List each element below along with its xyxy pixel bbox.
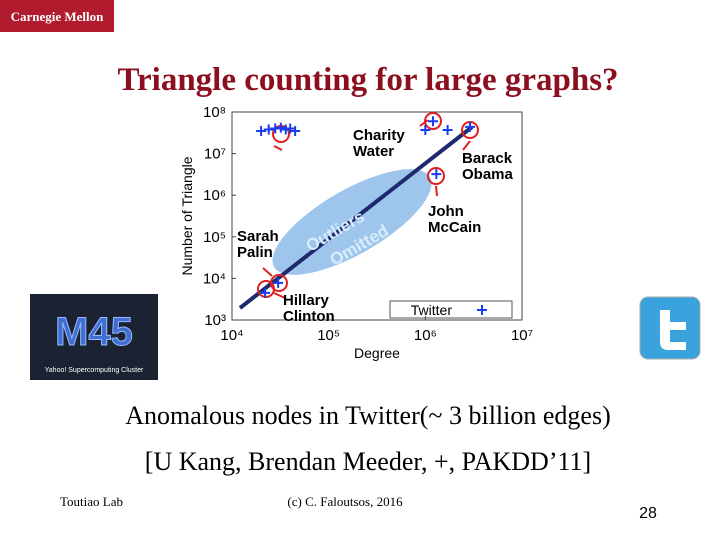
point <box>256 125 267 136</box>
point <box>260 287 271 298</box>
annotation: Hillary <box>283 292 330 309</box>
x-tick-label: 10⁵ <box>317 327 340 344</box>
footer-center: (c) C. Faloutsos, 2016 <box>287 494 403 509</box>
caption-line: [U Kang, Brendan Meeder, +, PAKDD’11] <box>145 447 591 476</box>
annotation: Sarah <box>237 228 279 245</box>
point <box>275 122 286 133</box>
x-tick-label: 10⁴ <box>220 327 243 344</box>
m45-logo: M45 <box>55 310 133 354</box>
annotation: John <box>428 203 464 220</box>
point <box>442 124 453 135</box>
page-number: 28 <box>639 505 657 522</box>
y-tick-label: 10³ <box>204 312 226 329</box>
x-tick-label: 10⁷ <box>511 327 533 344</box>
fit-line <box>238 125 474 310</box>
point <box>420 124 431 135</box>
legend-label: Twitter <box>411 302 453 318</box>
y-tick-label: 10⁴ <box>203 270 226 287</box>
y-axis-label: Number of Triangle <box>179 156 195 275</box>
point <box>273 277 284 288</box>
logo-box <box>0 0 114 32</box>
y-tick-label: 10⁶ <box>203 187 226 204</box>
m45-caption: Yahoo! Supercomputing Cluster <box>45 367 144 374</box>
twitter-t <box>660 310 686 350</box>
y-tick-label: 10⁵ <box>203 229 226 246</box>
m45-image <box>30 294 158 380</box>
caption-line: Anomalous nodes in Twitter(~ 3 billion e… <box>125 401 610 430</box>
annotation: Barack <box>462 150 513 167</box>
annotation: McCain <box>428 219 481 236</box>
logo: Carnegie Mellon <box>11 9 105 24</box>
y-tick-label: 10⁷ <box>204 146 226 163</box>
x-tick-label: 10⁶ <box>414 327 437 344</box>
annotation: Clinton <box>283 308 335 325</box>
annotation: Palin <box>237 244 273 261</box>
y-tick-label: 10⁸ <box>203 104 226 121</box>
arrows <box>262 119 471 299</box>
point <box>465 121 476 132</box>
slide-title: Triangle counting for large graphs? <box>117 62 618 98</box>
annotation: Obama <box>462 166 514 183</box>
annotation: Charity <box>353 127 405 144</box>
point <box>431 169 442 180</box>
legend-marker <box>477 305 487 315</box>
point <box>427 116 438 127</box>
footer-left: Toutiao Lab <box>60 494 123 509</box>
x-axis-label: Degree <box>354 345 400 361</box>
annotation: Water <box>353 143 394 160</box>
point <box>290 125 301 136</box>
